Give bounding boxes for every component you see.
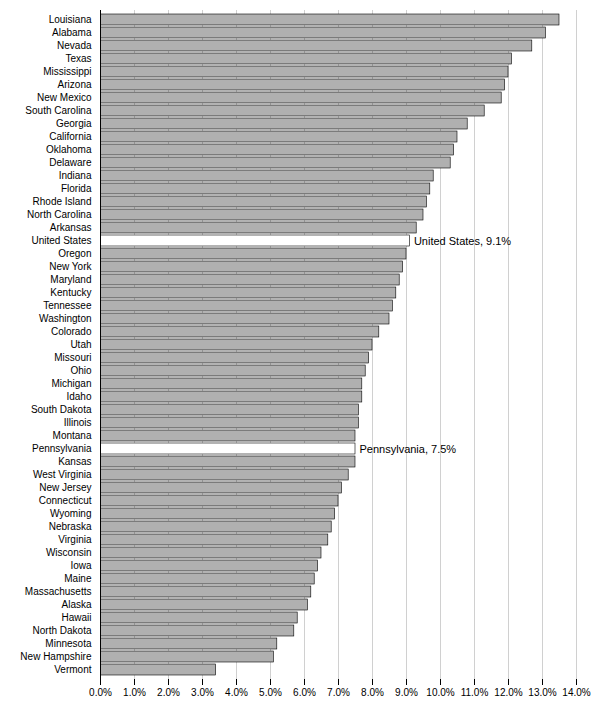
svg-text:United States, 9.1%: United States, 9.1% — [414, 235, 511, 247]
svg-text:Arkansas: Arkansas — [50, 222, 92, 233]
svg-text:1.0%: 1.0% — [123, 687, 146, 698]
svg-text:Pennsylvania, 7.5%: Pennsylvania, 7.5% — [360, 443, 457, 455]
svg-text:Alaska: Alaska — [61, 599, 91, 610]
svg-text:United States: United States — [31, 235, 91, 246]
svg-text:2.0%: 2.0% — [157, 687, 180, 698]
svg-text:Pennsylvania: Pennsylvania — [32, 443, 92, 454]
svg-text:California: California — [49, 131, 92, 142]
svg-text:Montana: Montana — [53, 430, 92, 441]
svg-text:Alabama: Alabama — [52, 27, 92, 38]
svg-text:Oklahoma: Oklahoma — [46, 144, 92, 155]
svg-text:Florida: Florida — [61, 183, 92, 194]
svg-text:South Carolina: South Carolina — [25, 105, 92, 116]
svg-text:3.0%: 3.0% — [191, 687, 214, 698]
svg-text:Nevada: Nevada — [57, 40, 92, 51]
svg-text:Delaware: Delaware — [49, 157, 92, 168]
svg-text:Maine: Maine — [64, 573, 92, 584]
svg-text:5.0%: 5.0% — [259, 687, 282, 698]
svg-text:Maryland: Maryland — [50, 274, 91, 285]
svg-text:Kansas: Kansas — [58, 456, 91, 467]
svg-text:New Jersey: New Jersey — [39, 482, 91, 493]
svg-text:7.0%: 7.0% — [327, 687, 350, 698]
svg-text:Michigan: Michigan — [51, 378, 91, 389]
svg-text:13.0%: 13.0% — [528, 687, 556, 698]
svg-text:4.0%: 4.0% — [225, 687, 248, 698]
svg-text:Idaho: Idaho — [66, 391, 91, 402]
svg-text:Connecticut: Connecticut — [39, 495, 92, 506]
svg-text:New Hampshire: New Hampshire — [20, 651, 92, 662]
svg-text:West Virginia: West Virginia — [33, 469, 92, 480]
svg-text:6.0%: 6.0% — [293, 687, 316, 698]
svg-text:0.0%: 0.0% — [89, 687, 112, 698]
svg-text:Mississippi: Mississippi — [43, 66, 91, 77]
svg-text:North Dakota: North Dakota — [33, 625, 92, 636]
svg-text:New Mexico: New Mexico — [37, 92, 92, 103]
svg-text:Georgia: Georgia — [56, 118, 92, 129]
svg-text:Vermont: Vermont — [54, 664, 91, 675]
svg-text:Massachusetts: Massachusetts — [25, 586, 92, 597]
svg-text:Wyoming: Wyoming — [50, 508, 92, 519]
svg-text:Utah: Utah — [70, 339, 91, 350]
svg-text:South Dakota: South Dakota — [31, 404, 92, 415]
svg-text:Virginia: Virginia — [58, 534, 92, 545]
svg-text:14.0%: 14.0% — [562, 687, 590, 698]
svg-text:Nebraska: Nebraska — [49, 521, 92, 532]
svg-text:Louisiana: Louisiana — [49, 14, 92, 25]
svg-text:Colorado: Colorado — [51, 326, 92, 337]
svg-text:Oregon: Oregon — [58, 248, 91, 259]
svg-text:Minnesota: Minnesota — [45, 638, 92, 649]
svg-text:Rhode Island: Rhode Island — [33, 196, 92, 207]
svg-text:Washington: Washington — [39, 313, 91, 324]
svg-text:Iowa: Iowa — [70, 560, 92, 571]
svg-text:Illinois: Illinois — [64, 417, 92, 428]
svg-text:Wisconsin: Wisconsin — [46, 547, 92, 558]
svg-text:Kentucky: Kentucky — [50, 287, 91, 298]
svg-text:10.0%: 10.0% — [426, 687, 454, 698]
svg-text:Missouri: Missouri — [54, 352, 91, 363]
svg-text:Indiana: Indiana — [59, 170, 92, 181]
svg-text:9.0%: 9.0% — [395, 687, 418, 698]
svg-text:8.0%: 8.0% — [361, 687, 384, 698]
svg-text:11.0%: 11.0% — [461, 687, 489, 698]
svg-text:North Carolina: North Carolina — [27, 209, 92, 220]
svg-text:Hawaii: Hawaii — [61, 612, 91, 623]
svg-text:12.0%: 12.0% — [494, 687, 522, 698]
svg-text:New York: New York — [49, 261, 92, 272]
svg-text:Ohio: Ohio — [70, 365, 92, 376]
svg-text:Arizona: Arizona — [58, 79, 92, 90]
svg-text:Texas: Texas — [65, 53, 91, 64]
svg-text:Tennessee: Tennessee — [43, 300, 92, 311]
